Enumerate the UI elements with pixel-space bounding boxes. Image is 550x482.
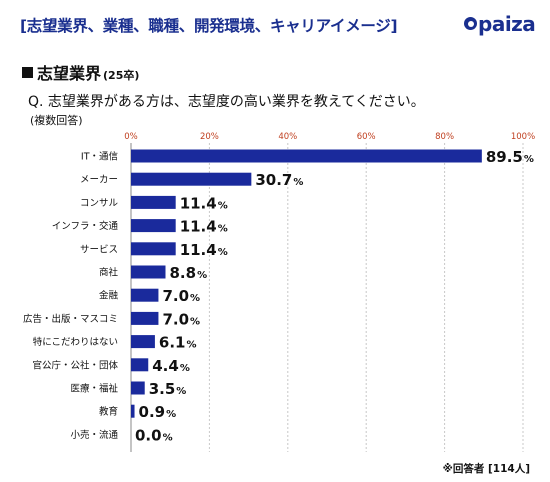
x-tick-label: 80%	[435, 132, 454, 142]
value-label: 11.4%	[180, 241, 228, 259]
category-label: 小売・流通	[70, 429, 118, 441]
square-bullet-icon	[22, 67, 33, 78]
category-label: 特にこだわりはない	[33, 336, 118, 348]
bar	[131, 149, 482, 163]
bar	[131, 404, 135, 418]
bar	[131, 381, 145, 395]
x-tick-label: 0%	[124, 132, 138, 142]
category-label: 官公庁・公社・団体	[32, 359, 118, 371]
x-tick-label: 60%	[357, 132, 376, 142]
value-label: 6.1%	[159, 334, 197, 352]
bar	[131, 311, 159, 325]
category-label: 医療・福祉	[70, 383, 118, 395]
value-label: 0.9%	[139, 403, 177, 421]
section-heading: 志望業界 (25卒)	[22, 60, 139, 84]
category-label: 金融	[99, 290, 119, 302]
x-tick-label: 40%	[278, 132, 297, 142]
answer-note: (複数回答)	[30, 114, 83, 127]
value-label: 4.4%	[152, 357, 190, 375]
value-label: 30.7%	[255, 171, 303, 189]
x-tick-label: 20%	[200, 132, 219, 142]
category-label: コンサル	[80, 198, 119, 209]
bar	[131, 172, 252, 186]
value-label: 11.4%	[180, 194, 228, 212]
bar	[131, 335, 155, 349]
logo-text: paiza	[478, 12, 536, 36]
bar	[131, 219, 176, 233]
section-heading-label: 志望業界	[37, 64, 102, 83]
category-label: インフラ・交通	[52, 220, 119, 232]
category-label: IT・通信	[81, 151, 118, 163]
bar	[131, 288, 159, 302]
category-label: メーカー	[80, 175, 118, 186]
value-label: 8.8%	[169, 264, 207, 282]
value-label: 0.0%	[135, 426, 173, 444]
category-label: 広告・出版・マスコミ	[23, 313, 118, 325]
category-label: サービス	[80, 244, 118, 255]
value-label: 3.5%	[149, 380, 187, 398]
respondent-footnote: ※回答者 [114人]	[442, 463, 530, 475]
value-label: 7.0%	[162, 310, 200, 328]
bar	[131, 358, 149, 372]
category-label: 商社	[99, 267, 119, 279]
section-heading-sub: (25卒)	[103, 69, 140, 82]
page-title: [志望業界、業種、職種、開発環境、キャリアイメージ]	[20, 17, 398, 35]
x-tick-label: 100%	[511, 132, 535, 142]
bar	[131, 242, 176, 256]
bar	[131, 195, 176, 209]
value-label: 7.0%	[162, 287, 200, 305]
value-label: 11.4%	[180, 218, 228, 236]
value-label: 89.5%	[486, 148, 534, 166]
logo-mark-icon	[464, 17, 477, 30]
bar	[131, 265, 166, 279]
question-text: Q. 志望業界がある方は、志望度の高い業界を教えてください。	[28, 94, 425, 110]
category-label: 教育	[99, 406, 118, 418]
